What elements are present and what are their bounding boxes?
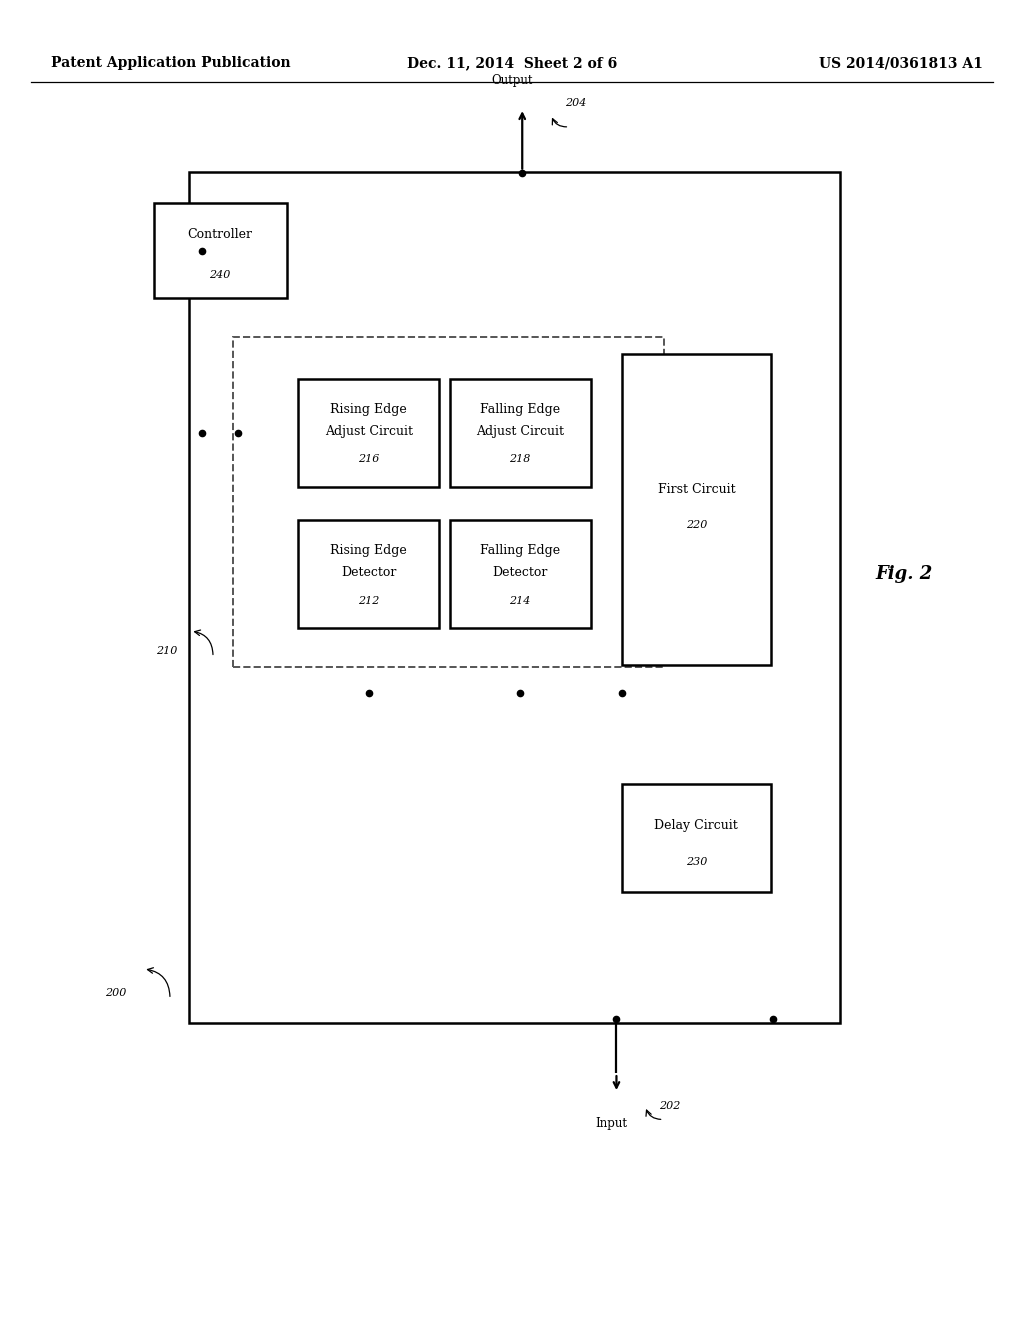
Bar <box>154 203 287 298</box>
Text: Controller: Controller <box>187 228 253 242</box>
Text: Falling Edge: Falling Edge <box>480 403 560 416</box>
Text: Rising Edge: Rising Edge <box>331 544 407 557</box>
Bar <box>623 784 771 892</box>
Text: 202: 202 <box>659 1101 681 1111</box>
Text: 210: 210 <box>156 645 177 656</box>
Text: 216: 216 <box>358 454 379 465</box>
Text: Rising Edge: Rising Edge <box>331 403 407 416</box>
Text: Detector: Detector <box>341 566 396 579</box>
Text: 220: 220 <box>686 520 707 531</box>
Text: Dec. 11, 2014  Sheet 2 of 6: Dec. 11, 2014 Sheet 2 of 6 <box>407 57 617 70</box>
Text: 200: 200 <box>104 987 126 998</box>
Text: Input: Input <box>595 1117 628 1130</box>
Text: Adjust Circuit: Adjust Circuit <box>325 425 413 438</box>
Bar <box>233 337 664 667</box>
Bar <box>623 354 771 665</box>
Bar <box>450 520 591 628</box>
Text: US 2014/0361813 A1: US 2014/0361813 A1 <box>819 57 983 70</box>
Text: 218: 218 <box>510 454 530 465</box>
Bar <box>298 379 439 487</box>
Text: 214: 214 <box>510 595 530 606</box>
Text: Delay Circuit: Delay Circuit <box>654 818 738 832</box>
Text: 230: 230 <box>686 857 707 867</box>
Text: 240: 240 <box>210 269 230 280</box>
Text: Output: Output <box>492 74 532 87</box>
Text: 212: 212 <box>358 595 379 606</box>
Text: First Circuit: First Circuit <box>657 483 735 496</box>
Text: 204: 204 <box>565 98 587 108</box>
Text: Patent Application Publication: Patent Application Publication <box>51 57 291 70</box>
Text: Detector: Detector <box>493 566 548 579</box>
Text: Fig. 2: Fig. 2 <box>876 565 933 583</box>
Text: Falling Edge: Falling Edge <box>480 544 560 557</box>
Bar <box>450 379 591 487</box>
Text: Adjust Circuit: Adjust Circuit <box>476 425 564 438</box>
Bar <box>298 520 439 628</box>
Bar <box>189 172 840 1023</box>
